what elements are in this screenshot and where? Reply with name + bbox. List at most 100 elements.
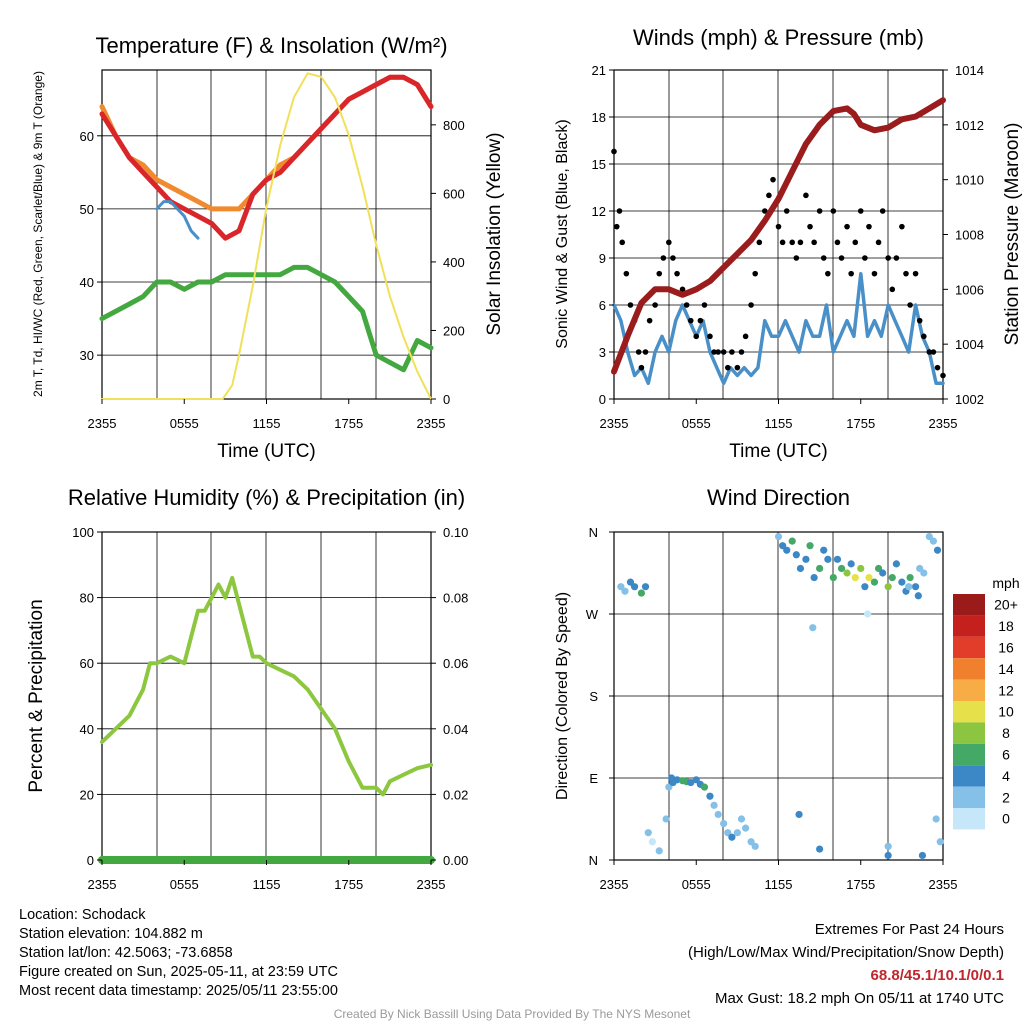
wind-direction-point <box>788 537 796 545</box>
wind-direction-point <box>884 851 892 860</box>
gust-point <box>687 317 694 324</box>
gust-point <box>921 333 927 340</box>
colorbar-label: 12 <box>998 682 1014 698</box>
wind-direction-point <box>847 560 855 568</box>
humidity-x-tick-label: 1755 <box>334 877 363 892</box>
wind-direction-point <box>918 851 927 860</box>
gust-point <box>852 239 859 246</box>
wind-direction-point <box>630 583 639 591</box>
wind-direction-point <box>751 842 759 850</box>
gust-point <box>797 239 804 246</box>
gust-point <box>934 364 941 371</box>
station-info: Location: Schodack Station elevation: 10… <box>19 906 338 1001</box>
winds-y-tick-label: 15 <box>592 157 606 172</box>
gust-point <box>770 176 776 183</box>
gust-point <box>715 349 721 355</box>
wind-direction-point <box>796 564 805 573</box>
gust-point <box>857 208 864 214</box>
gust-point <box>926 349 933 355</box>
winds-y-tick-label: 21 <box>592 63 606 78</box>
temp-x-tick-label: 1755 <box>334 416 363 431</box>
gust-point <box>683 302 690 308</box>
gust-point <box>646 317 653 324</box>
insolation-y-tick-label: 600 <box>443 186 465 201</box>
humidity-chart-title: Relative Humidity (%) & Precipitation (i… <box>68 485 465 510</box>
colorbar-swatch <box>953 636 985 659</box>
winds-y-axis-title: Sonic Wind & Gust (Blue, Black) <box>554 119 571 348</box>
gust-point <box>807 223 813 230</box>
extremes-values: 68.8/45.1/10.1/0/0.1 <box>870 967 1004 984</box>
wind-direction-point <box>892 560 900 568</box>
wind-direction-point <box>806 542 814 550</box>
wind-direction-point <box>898 578 906 586</box>
gust-point <box>816 208 823 214</box>
humidity-y-tick-label: 80 <box>80 591 94 606</box>
colorbar-label: 0 <box>1002 811 1010 827</box>
gust-point <box>793 255 800 261</box>
gust-point <box>820 255 827 261</box>
gust-point <box>660 255 667 261</box>
gust-point <box>848 270 854 277</box>
wind-direction-point <box>829 573 837 582</box>
gust-point <box>756 239 763 246</box>
colorbar-swatch <box>953 808 985 830</box>
colorbar-unit: mph <box>992 575 1019 591</box>
wind-direction-point <box>888 573 896 582</box>
temp-y-tick-label: 40 <box>80 275 94 290</box>
latlon-text: Station lat/lon: 42.5063; -73.6858 <box>19 945 233 961</box>
pressure-y-tick-label: 1004 <box>955 337 984 352</box>
gust-point <box>724 364 731 371</box>
wind-direction-point <box>742 824 750 832</box>
temp-y-tick-label: 30 <box>80 348 94 363</box>
colorbar-swatch <box>953 765 985 787</box>
colorbar-swatch <box>953 594 985 616</box>
wind-direction-point <box>774 532 783 541</box>
pressure-y-tick-label: 1008 <box>955 228 984 243</box>
winds-y-tick-label: 6 <box>599 298 606 313</box>
direction-x-tick-label: 2355 <box>929 877 958 892</box>
elevation-text: Station elevation: 104.882 m <box>19 926 203 942</box>
gust-point <box>811 239 817 246</box>
winds-x-tick-label: 2355 <box>929 416 958 431</box>
wind-direction-point <box>700 783 709 791</box>
wind-direction-point <box>687 778 695 787</box>
gust-point <box>838 255 845 261</box>
winds-x-tick-label: 0555 <box>682 416 711 431</box>
colorbar-label: 14 <box>998 661 1014 677</box>
gust-point <box>670 255 676 261</box>
gust-point <box>666 239 672 246</box>
gust-point <box>738 349 745 355</box>
gust-point <box>779 239 786 246</box>
wind-direction-point <box>864 610 872 618</box>
precip-y-tick-label: 0.08 <box>443 591 468 606</box>
gust-point <box>656 270 663 277</box>
wind-direction-point <box>933 546 942 554</box>
insolation-y-axis-title: Solar Insolation (Yellow) <box>484 132 505 335</box>
gust-point <box>748 302 754 308</box>
wind-direction-point <box>720 819 728 828</box>
temp-x-tick-label: 2355 <box>88 416 117 431</box>
wind-direction-point <box>655 847 663 855</box>
humidity-x-tick-label: 2355 <box>88 877 117 892</box>
wind-direction-point <box>936 838 944 846</box>
gust-point <box>871 270 878 277</box>
winds-y-tick-label: 18 <box>592 110 606 125</box>
pressure-y-tick-label: 1010 <box>955 173 984 188</box>
direction-x-tick-label: 1155 <box>765 877 793 892</box>
wind-direction-point <box>706 792 714 800</box>
gust-point <box>627 302 634 308</box>
extremes-subtitle: (High/Low/Max Wind/Precipitation/Snow De… <box>688 944 1004 961</box>
wind-direction-point <box>932 815 940 823</box>
wind-direction-point <box>870 578 879 586</box>
humidity-y-tick-label: 0 <box>87 853 94 868</box>
colorbar-label: 6 <box>1002 747 1010 763</box>
winds-y-tick-label: 3 <box>599 345 606 360</box>
winds-chart-title: Winds (mph) & Pressure (mb) <box>633 25 924 50</box>
colorbar-label: 2 <box>1002 789 1010 805</box>
precip-y-tick-label: 0.00 <box>443 853 468 868</box>
wind-direction-point <box>737 815 746 823</box>
direction-y-axis-title: Direction (Colored By Speed) <box>554 592 571 800</box>
credit-text: Created By Nick Bassill Using Data Provi… <box>333 1007 691 1021</box>
wind-direction-point <box>843 569 851 577</box>
colorbar-swatch <box>953 722 985 744</box>
